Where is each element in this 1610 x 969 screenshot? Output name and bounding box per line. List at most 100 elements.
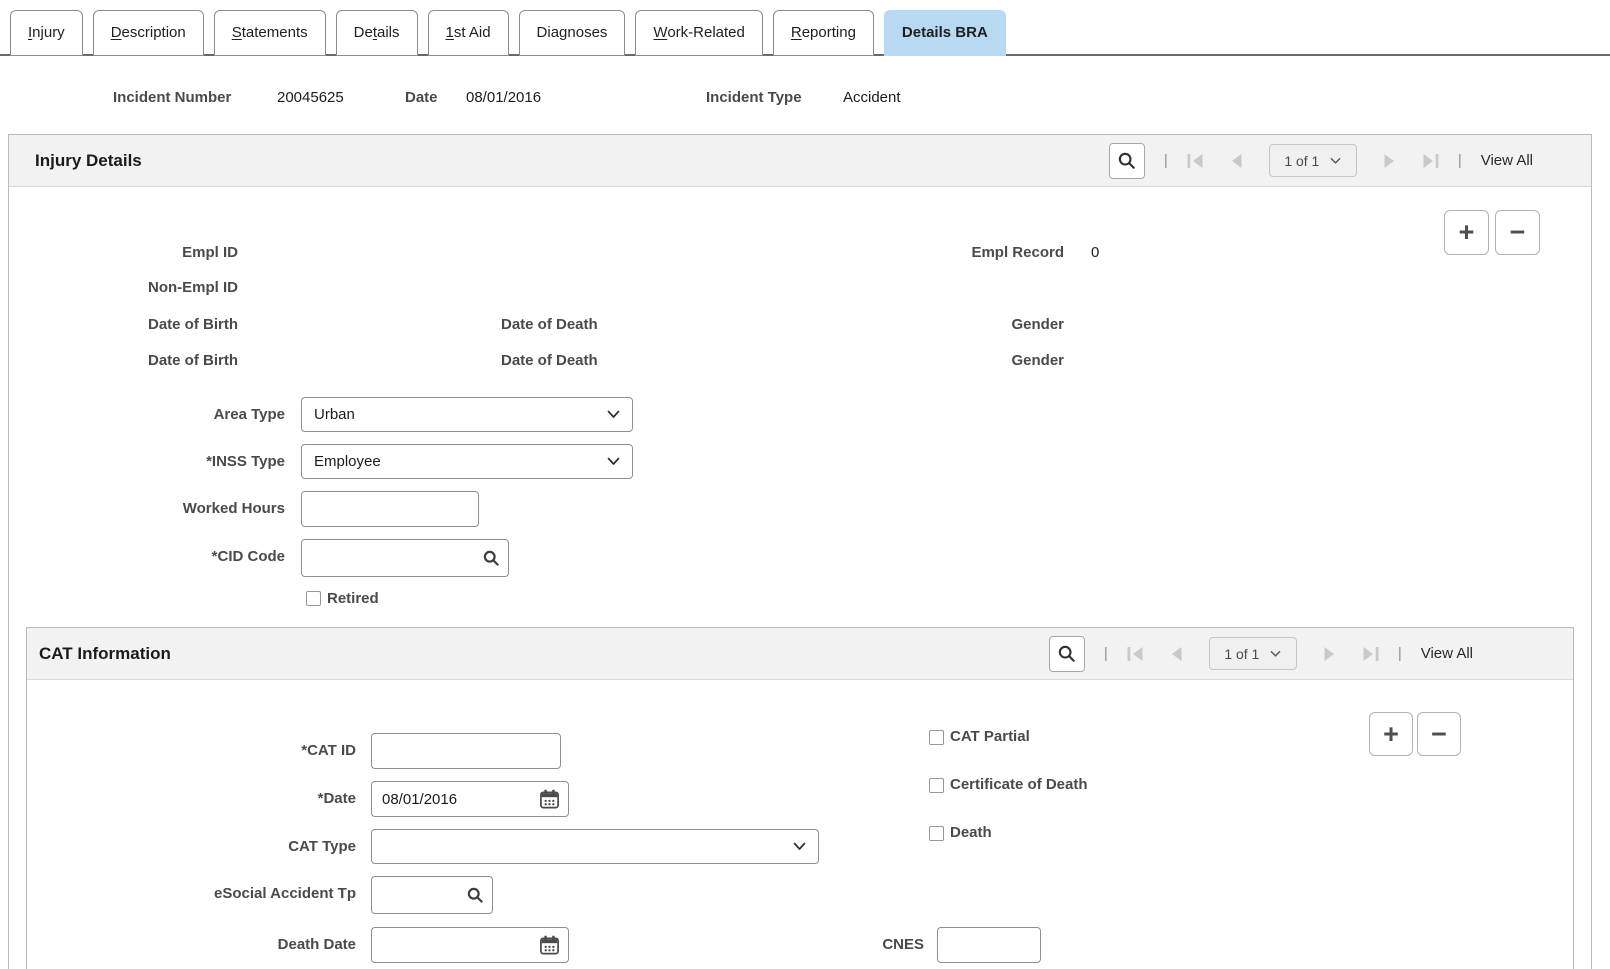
search-button[interactable] [1108, 142, 1145, 179]
search-button[interactable] [1048, 635, 1085, 672]
search-icon[interactable] [482, 549, 500, 567]
worked-hours-label: Worked Hours [182, 500, 285, 517]
empl-id-label: Empl ID [182, 244, 238, 261]
death-date-label: Death Date [277, 936, 356, 953]
inss-type-select[interactable]: Employee [301, 444, 633, 479]
calendar-icon[interactable] [539, 789, 560, 810]
date-of-death-label: Date of Death [501, 316, 598, 333]
view-all-link[interactable]: View All [1420, 645, 1473, 662]
tab-description[interactable]: Description [92, 10, 204, 56]
inss-type-value: Employee [314, 453, 381, 470]
delete-row-button[interactable]: − [1495, 210, 1540, 255]
tab-label-key: W [653, 24, 668, 41]
next-page-icon[interactable] [1383, 153, 1396, 169]
death-label: Death [950, 824, 992, 841]
cat-type-label: CAT Type [288, 838, 356, 855]
worked-hours-field [301, 491, 479, 527]
area-type-value: Urban [314, 406, 355, 423]
next-page-icon[interactable] [1323, 646, 1336, 662]
area-type-select[interactable]: Urban [301, 397, 633, 432]
tab-work-related[interactable]: Work-Related [635, 10, 763, 56]
empl-record-label: Empl Record [971, 244, 1064, 261]
delete-row-button[interactable]: − [1417, 712, 1461, 756]
tab-label-key: S [231, 24, 242, 41]
cat-id-label: *CAT ID [301, 742, 356, 759]
pager-separator: | [1163, 152, 1168, 169]
row-range-selector[interactable]: 1 of 1 [1268, 144, 1357, 177]
tab-details-bra[interactable]: Details BRA [883, 10, 1006, 56]
non-empl-id-label: Non-Empl ID [148, 279, 238, 296]
certificate-of-death-checkbox[interactable] [929, 778, 944, 793]
cat-information-section: CAT Information | 1 of 1 | View All + − [26, 627, 1574, 969]
calendar-icon[interactable] [539, 935, 560, 956]
pager-separator: | [1103, 645, 1108, 662]
first-page-icon[interactable] [1127, 646, 1144, 662]
cat-id-field [371, 733, 561, 769]
chevron-down-icon [607, 410, 620, 419]
row-range-value: 1 of 1 [1224, 645, 1260, 662]
add-row-button[interactable]: + [1444, 210, 1489, 255]
search-icon [1057, 644, 1076, 663]
tab-reporting[interactable]: Reporting [772, 10, 874, 56]
cid-code-label: *CID Code [211, 548, 285, 565]
cat-date-input[interactable] [372, 782, 568, 816]
retired-checkbox[interactable] [306, 591, 321, 606]
date-of-death-label: Date of Death [501, 352, 598, 369]
tab-diagnoses[interactable]: Diagnoses [518, 10, 626, 56]
cat-date-label: *Date [317, 790, 356, 807]
gender-label: Gender [1011, 316, 1064, 333]
tab-injury[interactable]: Injury [10, 10, 83, 56]
cat-type-select[interactable] [371, 829, 819, 864]
tab-details[interactable]: Details [335, 10, 418, 56]
cat-information-header: CAT Information | 1 of 1 | View All [27, 628, 1573, 680]
injury-pager: | 1 of 1 | View All [1108, 142, 1533, 179]
incident-date-value: 08/01/2016 [466, 89, 542, 106]
cnes-field [937, 927, 1041, 963]
chevron-down-icon [1270, 650, 1281, 658]
first-page-icon[interactable] [1187, 153, 1204, 169]
worked-hours-input[interactable] [302, 492, 478, 526]
certificate-of-death-label: Certificate of Death [950, 776, 1088, 793]
cat-partial-checkbox[interactable] [929, 730, 944, 745]
last-page-icon[interactable] [1362, 646, 1379, 662]
last-page-icon[interactable] [1422, 153, 1439, 169]
cat-id-input[interactable] [372, 734, 560, 768]
gender-label: Gender [1011, 352, 1064, 369]
incident-date-label: Date [405, 89, 438, 106]
tab-label-key: t [372, 24, 377, 41]
tab-bar: Injury Description Statements Details 1s… [10, 10, 1006, 56]
esocial-accident-tp-input[interactable] [372, 877, 492, 913]
tab-label-pre: Diagnoses [536, 24, 608, 41]
tab-statements[interactable]: Statements [213, 10, 326, 56]
cnes-input[interactable] [938, 928, 1040, 962]
tab-label-post: ork-Related [667, 24, 745, 41]
cat-information-title: CAT Information [39, 643, 171, 663]
add-row-button[interactable]: + [1369, 712, 1413, 756]
tab-label-key: R [790, 24, 802, 41]
cid-code-field [301, 539, 509, 577]
death-checkbox[interactable] [929, 826, 944, 841]
incident-number-label: Incident Number [113, 89, 232, 106]
row-range-selector[interactable]: 1 of 1 [1208, 637, 1297, 670]
esocial-accident-tp-label: eSocial Accident Tp [214, 885, 356, 902]
incident-number-value: 20045625 [277, 89, 344, 106]
tab-label-key: I [28, 24, 33, 41]
search-icon[interactable] [466, 886, 484, 904]
cid-code-input[interactable] [302, 540, 508, 576]
incident-type-value: Accident [843, 89, 901, 106]
death-date-field [371, 927, 569, 963]
tab-1st-aid[interactable]: 1st Aid [427, 10, 509, 56]
tab-label-post: st Aid [453, 24, 491, 41]
tab-label-post: eporting [801, 24, 856, 41]
cat-date-field [371, 781, 569, 817]
view-all-link[interactable]: View All [1480, 152, 1533, 169]
previous-page-icon[interactable] [1230, 153, 1243, 169]
chevron-down-icon [793, 842, 806, 851]
row-range-value: 1 of 1 [1284, 152, 1320, 169]
death-date-input[interactable] [372, 928, 568, 962]
tab-label-post: njury [32, 24, 65, 41]
cnes-label: CNES [882, 936, 924, 953]
previous-page-icon[interactable] [1170, 646, 1183, 662]
empl-record-value: 0 [1091, 244, 1100, 261]
chevron-down-icon [607, 457, 620, 466]
